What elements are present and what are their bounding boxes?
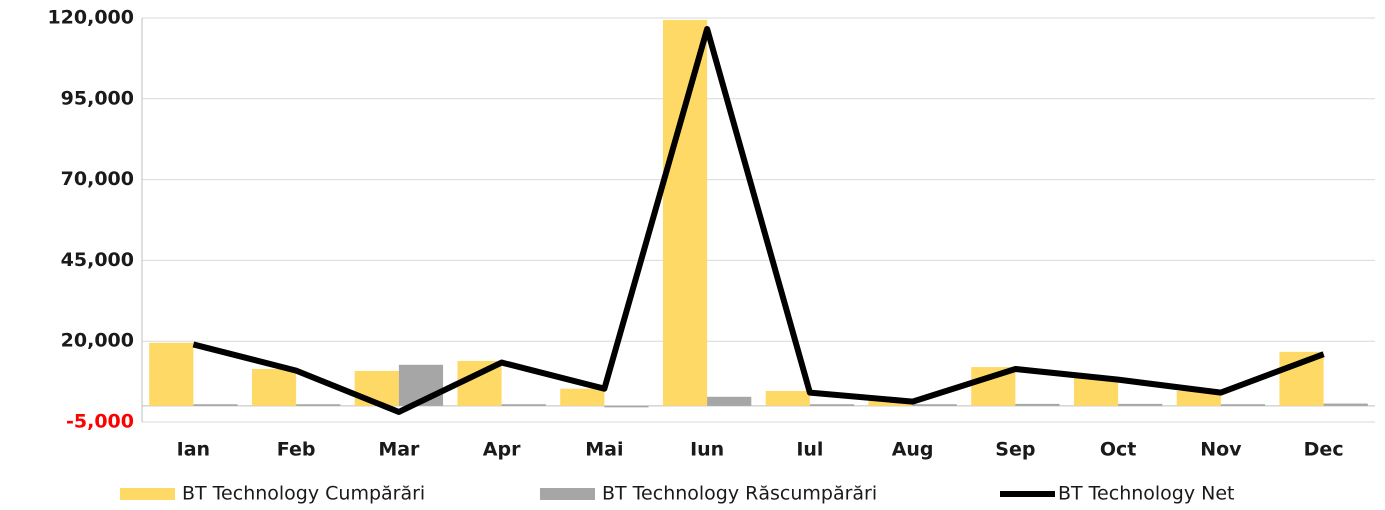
- x-tick-label: Iul: [796, 439, 823, 461]
- y-tick-label: 95,000: [61, 87, 134, 109]
- y-tick-label: 45,000: [61, 249, 134, 271]
- y-tick-label: 70,000: [61, 168, 134, 190]
- bar: [912, 404, 957, 406]
- legend-label: BT Technology Răscumpărări: [602, 483, 877, 505]
- x-tick-label: Sep: [995, 439, 1035, 461]
- legend-label: BT Technology Net: [1058, 483, 1235, 505]
- bar: [1220, 404, 1266, 406]
- bar: [501, 404, 546, 406]
- bar: [662, 19, 708, 406]
- x-tick-label: Oct: [1100, 439, 1137, 461]
- bar: [560, 388, 605, 406]
- x-tick-label: Mar: [378, 439, 420, 461]
- legend-swatch: [540, 488, 595, 500]
- bar: [1176, 390, 1221, 406]
- x-tick-label: Iun: [690, 439, 724, 461]
- bar: [604, 405, 649, 408]
- x-tick-label: Aug: [892, 439, 934, 461]
- y-tick-label: -5,000: [66, 411, 134, 433]
- bar: [868, 400, 913, 406]
- bar: [1118, 403, 1163, 406]
- y-tick-label: 120,000: [47, 7, 134, 29]
- x-tick-label: Apr: [483, 439, 521, 461]
- bar: [765, 390, 810, 406]
- bar: [193, 404, 238, 406]
- bar: [1015, 403, 1060, 406]
- bar: [707, 396, 752, 406]
- x-tick-label: Ian: [177, 439, 210, 461]
- legend-label: BT Technology Cumpărări: [182, 483, 425, 505]
- bar: [1323, 403, 1368, 406]
- bar: [809, 404, 855, 406]
- bar: [251, 368, 297, 406]
- x-tick-label: Mai: [585, 439, 623, 461]
- line: [192, 25, 1325, 415]
- x-tick-label: Feb: [277, 439, 316, 461]
- legend-swatch: [120, 488, 175, 500]
- x-tick-label: Dec: [1304, 439, 1344, 461]
- y-tick-label: 20,000: [61, 330, 134, 352]
- x-tick-label: Nov: [1200, 439, 1242, 461]
- bar: [149, 342, 194, 406]
- bar: [296, 404, 341, 406]
- bar: [1073, 377, 1119, 406]
